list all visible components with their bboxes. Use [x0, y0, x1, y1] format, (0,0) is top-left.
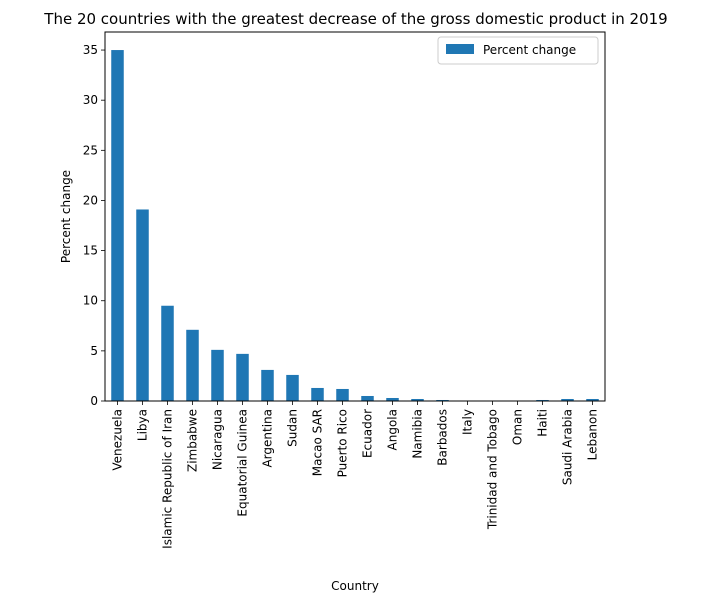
bar-1 — [136, 209, 149, 401]
x-tick-label-6: Argentina — [261, 409, 275, 468]
x-tick-label-7: Sudan — [286, 409, 300, 447]
y-tick-label-6: 30 — [83, 93, 98, 107]
x-tick-label-14: Italy — [461, 409, 475, 435]
legend-label: Percent change — [483, 43, 576, 57]
bar-17 — [536, 399, 549, 401]
y-tick-label-5: 25 — [83, 143, 98, 157]
x-tick-label-0: Venezuela — [111, 409, 125, 471]
x-tick-label-13: Barbados — [436, 409, 450, 466]
y-tick-label-0: 0 — [90, 394, 98, 408]
bar-19 — [586, 398, 599, 401]
bar-3 — [186, 329, 199, 401]
bar-10 — [361, 395, 374, 401]
x-tick-label-1: Libya — [136, 409, 150, 441]
x-tick-label-8: Macao SAR — [311, 409, 325, 476]
x-axis-label: Country — [331, 579, 379, 593]
chart-title: The 20 countries with the greatest decre… — [43, 10, 667, 28]
bar-11 — [386, 397, 399, 401]
x-tick-label-16: Oman — [511, 409, 525, 445]
x-tick-label-2: Islamic Republic of Iran — [161, 409, 175, 549]
bar-5 — [236, 353, 249, 401]
y-tick-label-1: 5 — [90, 344, 98, 358]
bar-18 — [561, 398, 574, 401]
x-tick-label-15: Trinidad and Tobago — [486, 409, 500, 530]
x-tick-label-11: Angola — [386, 409, 400, 450]
y-axis-label: Percent change — [59, 170, 73, 263]
x-tick-label-3: Zimbabwe — [186, 409, 200, 472]
x-tick-label-18: Saudi Arabia — [561, 409, 575, 485]
bars-group — [111, 50, 599, 401]
x-tick-label-17: Haiti — [536, 409, 550, 437]
y-tick-label-4: 20 — [83, 193, 98, 207]
legend-swatch — [446, 44, 474, 54]
x-tick-label-5: Equatorial Guinea — [236, 409, 250, 517]
bar-13 — [436, 399, 449, 401]
bar-2 — [161, 305, 174, 401]
x-tick-label-10: Ecuador — [361, 409, 375, 458]
bar-4 — [211, 349, 224, 401]
bar-12 — [411, 398, 424, 401]
y-tick-label-2: 10 — [83, 294, 98, 308]
legend-box — [437, 36, 599, 65]
bar-0 — [111, 50, 124, 401]
x-tick-label-4: Nicaragua — [211, 409, 225, 470]
y-tick-label-7: 35 — [83, 43, 98, 57]
y-tick-label-3: 15 — [83, 244, 98, 258]
bar-8 — [311, 387, 324, 401]
x-tick-label-19: Lebanon — [586, 409, 600, 460]
bar-9 — [336, 388, 349, 401]
bar-7 — [286, 374, 299, 401]
plot-area-frame — [104, 31, 606, 402]
x-axis-ticks: Venezuela Libya Islamic Republic of Iran Zi… — [111, 401, 600, 549]
legend: Percent change — [437, 36, 599, 65]
x-tick-label-9: Puerto Rico — [336, 409, 350, 477]
bar-6 — [261, 369, 274, 401]
x-tick-label-12: Namibia — [411, 409, 425, 459]
y-axis-ticks: 0 5 10 15 20 25 30 35 — [83, 43, 105, 408]
